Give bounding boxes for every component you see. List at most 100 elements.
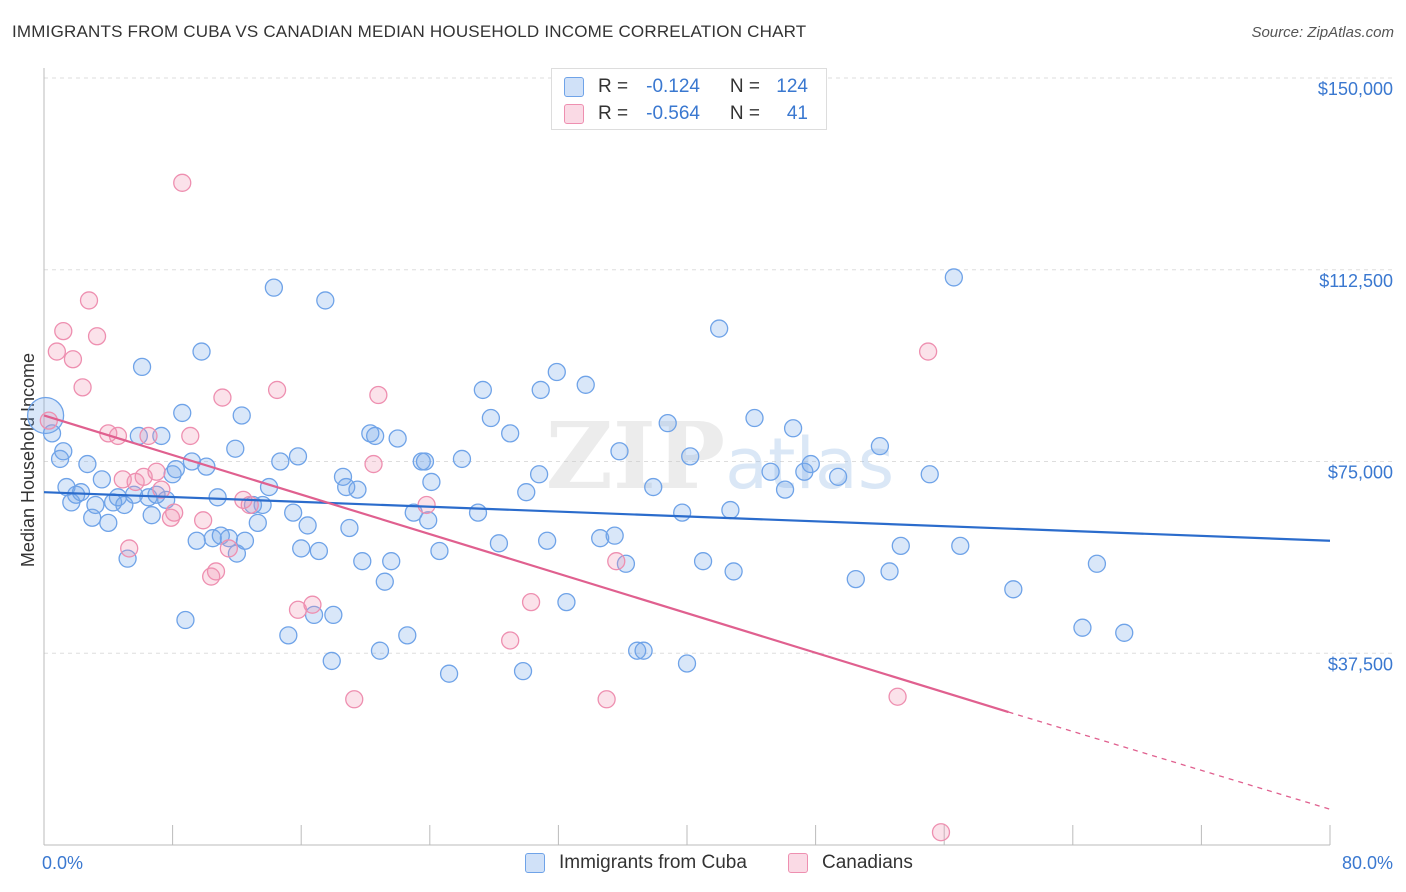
data-point-cuba (309, 541, 329, 561)
data-point-cuba (644, 477, 663, 497)
data-point-cuba (298, 516, 317, 535)
data-point-cuba (235, 531, 255, 550)
data-point-canadians (213, 388, 232, 407)
data-point-cuba (264, 278, 284, 297)
data-point-cuba (944, 268, 963, 287)
data-point-cuba (481, 408, 501, 428)
source-label: Source: ZipAtlas.com (1251, 24, 1394, 41)
data-point-cuba (761, 462, 780, 481)
data-point-cuba (724, 562, 743, 581)
r-value: -0.124 (646, 76, 700, 97)
data-point-cuba (398, 626, 417, 645)
data-point-cuba (78, 454, 97, 474)
data-point-canadians (417, 495, 436, 515)
data-point-cuba (348, 480, 367, 499)
data-point-cuba (517, 483, 536, 502)
legend-row-canadians: R = -0.564 N = 41 (564, 101, 808, 127)
data-point-cuba (337, 477, 356, 497)
data-point-cuba (382, 552, 401, 571)
data-point-cuba (775, 480, 795, 499)
r-label: R = (598, 103, 629, 124)
data-point-cuba (99, 513, 118, 533)
data-point-cuba (192, 342, 211, 361)
data-point-canadians (206, 562, 226, 581)
data-point-cuba (1115, 623, 1134, 642)
data-point-cuba (152, 426, 171, 446)
y-tick-label: $75,000 (1328, 463, 1393, 483)
data-point-cuba (846, 569, 865, 589)
data-point-cuba (880, 562, 899, 581)
data-point-canadians (918, 342, 938, 361)
data-point-canadians (501, 631, 520, 650)
data-point-cuba (531, 380, 550, 400)
data-point-cuba (721, 500, 740, 520)
data-point-cuba (173, 403, 192, 423)
data-point-cuba (415, 452, 435, 471)
data-point-cuba (132, 357, 152, 377)
data-point-cuba (677, 654, 697, 673)
data-point-cuba (271, 452, 290, 471)
data-point-cuba (452, 449, 472, 469)
data-point-cuba (166, 460, 185, 479)
data-point-cuba (920, 465, 939, 484)
data-point-cuba (279, 626, 298, 645)
data-point-canadians (267, 380, 287, 400)
data-point-canadians (181, 426, 200, 446)
data-point-cuba (226, 439, 245, 458)
data-point-canadians (87, 327, 107, 346)
data-point-canadians (165, 503, 184, 522)
n-label: N = (729, 103, 760, 124)
data-point-cuba (430, 541, 449, 561)
data-point-cuba (208, 488, 227, 507)
data-point-cuba (610, 442, 629, 461)
data-point-canadians (345, 690, 364, 709)
y-axis-label: Median Household Income (18, 353, 38, 567)
data-point-canadians (607, 552, 626, 571)
data-point-cuba (353, 552, 372, 571)
data-point-cuba (292, 539, 311, 558)
data-point-cuba (557, 592, 576, 612)
legend-swatch-pink (564, 104, 584, 124)
data-point-cuba (681, 447, 700, 466)
data-point-cuba (316, 291, 335, 310)
data-point-cuba (92, 470, 112, 489)
data-point-canadians (73, 378, 92, 397)
data-point-cuba (322, 651, 341, 671)
legend-row-cuba: R = -0.124 N = 124 (564, 74, 808, 100)
data-point-canadians (54, 321, 73, 341)
data-point-cuba (529, 465, 549, 484)
data-point-cuba (547, 362, 566, 382)
data-point-cuba (288, 447, 308, 466)
data-point-cuba (232, 406, 251, 425)
data-point-cuba (576, 375, 595, 394)
data-point-cuba (783, 419, 803, 438)
data-point-canadians (888, 687, 907, 706)
legend-item-cuba: Immigrants from Cuba (525, 852, 747, 874)
data-point-cuba (628, 641, 647, 660)
data-point-cuba (187, 531, 206, 550)
data-point-cuba (422, 472, 441, 492)
r-label: R = (598, 76, 629, 97)
data-point-cuba (658, 413, 677, 433)
data-point-cuba (1087, 554, 1107, 573)
data-point-cuba (71, 483, 91, 502)
series-legend: Immigrants from Cuba Canadians (0, 852, 1406, 878)
data-point-cuba (513, 661, 533, 681)
data-point-cuba (828, 467, 848, 486)
data-point-cuba (176, 610, 195, 630)
x-tick-label: 80.0% (1342, 853, 1393, 873)
data-point-canadians (161, 508, 181, 527)
data-point-canadians (152, 480, 171, 499)
data-point-canadians (120, 539, 139, 558)
data-point-cuba (361, 424, 380, 443)
data-point-cuba (870, 437, 890, 456)
data-point-cuba (489, 534, 509, 553)
y-tick-label: $37,500 (1328, 654, 1393, 674)
data-point-cuba (591, 529, 610, 548)
correlation-legend: R = -0.124 N = 124 R = -0.564 N = 41 (551, 68, 827, 130)
data-point-cuba (634, 641, 653, 660)
legend-item-canadians: Canadians (788, 852, 913, 874)
data-point-cuba (388, 429, 407, 448)
legend-swatch-blue (525, 853, 545, 873)
